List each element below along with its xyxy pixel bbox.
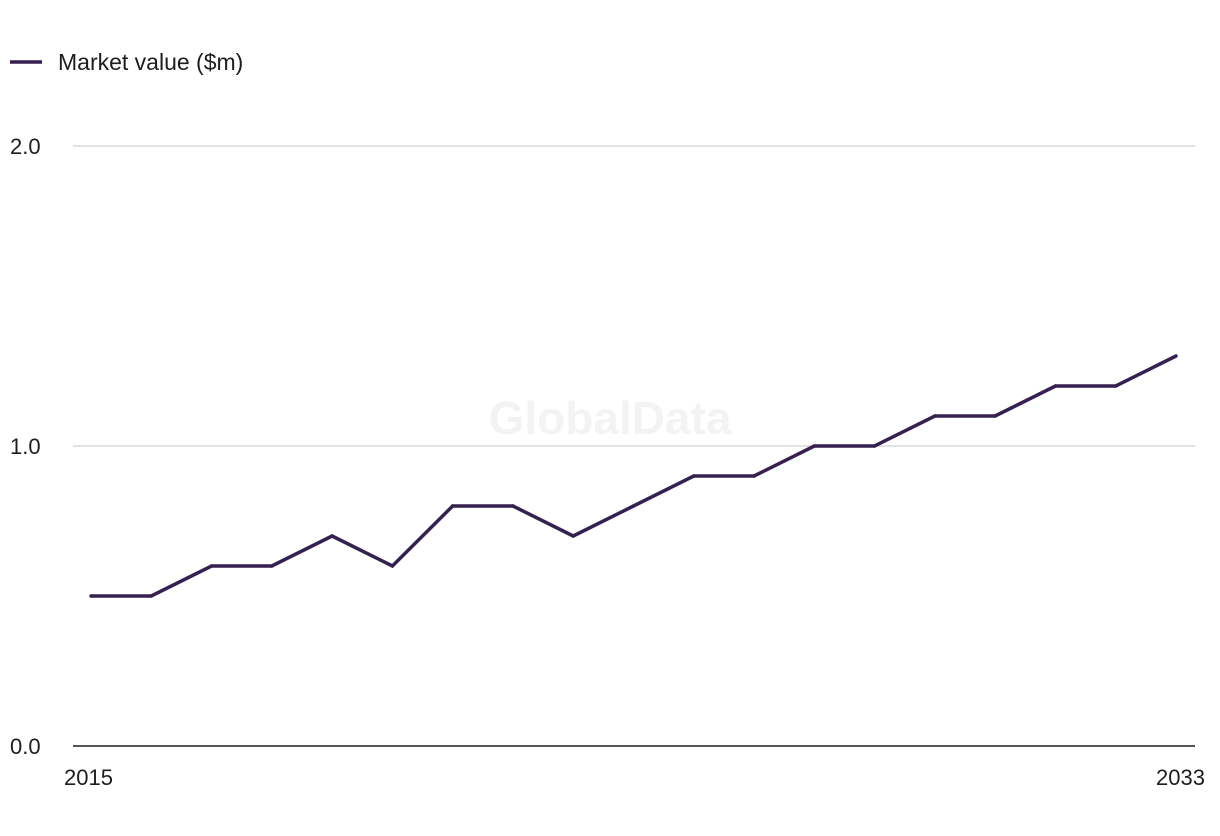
y-tick-label: 0.0 — [10, 734, 41, 759]
data-point — [631, 504, 636, 508]
data-point — [993, 414, 997, 418]
data-point — [571, 534, 575, 538]
legend: Market value ($m) — [10, 49, 243, 75]
gridlines — [73, 145, 1195, 447]
x-tick-label: 2015 — [64, 765, 113, 790]
data-point — [330, 534, 334, 538]
data-point — [872, 444, 877, 448]
data-point — [89, 594, 93, 598]
data-point — [1174, 354, 1178, 358]
data-point — [1053, 384, 1058, 388]
data-point — [511, 504, 515, 508]
series-points — [89, 354, 1178, 598]
x-axis-ticks: 2015 2033 — [64, 765, 1205, 790]
data-point — [270, 564, 274, 568]
data-point — [209, 564, 214, 568]
x-tick-label: 2033 — [1156, 765, 1205, 790]
data-point — [450, 504, 455, 508]
legend-label: Market value ($m) — [58, 49, 243, 75]
data-point — [149, 594, 153, 598]
y-axis-ticks: 0.0 1.0 2.0 — [10, 134, 41, 759]
data-point — [933, 414, 937, 418]
data-point — [752, 474, 756, 478]
data-point — [1114, 384, 1118, 388]
y-tick-label: 2.0 — [10, 134, 41, 159]
data-point — [692, 474, 696, 478]
watermark: GlobalData — [489, 392, 732, 444]
data-point — [812, 444, 817, 448]
data-point — [390, 564, 395, 568]
y-tick-label: 1.0 — [10, 434, 41, 459]
